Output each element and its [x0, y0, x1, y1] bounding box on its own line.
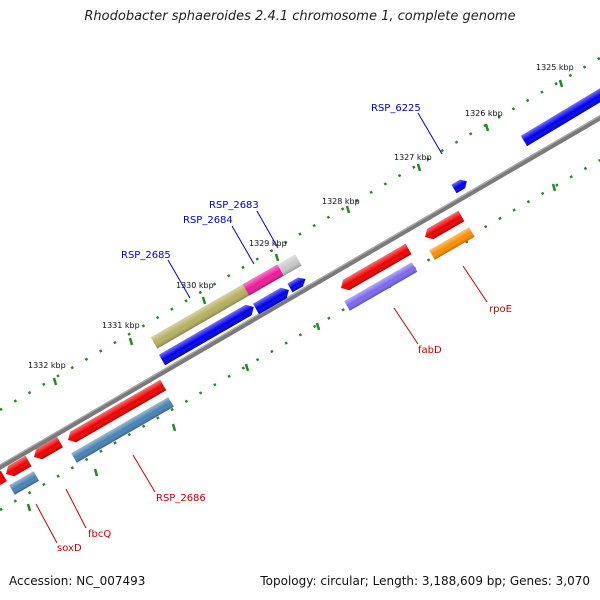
tick-1331	[128, 337, 134, 346]
gene-reverse-red-6[interactable]	[0, 470, 7, 489]
gene-reverse-red-4[interactable]	[31, 436, 63, 462]
tick-1325	[558, 79, 564, 88]
gene-fbcq[interactable]	[9, 471, 39, 495]
tick-label-1329: 1329 kbp	[249, 239, 287, 248]
tick-1327	[416, 163, 422, 172]
gene-fabd[interactable]	[344, 262, 418, 311]
label-soxd: soxD	[57, 543, 82, 554]
gene-rsp-2684[interactable]	[242, 264, 284, 296]
gene-forward-blue-3[interactable]	[287, 275, 309, 293]
tick-label-1330: 1330 kbp	[176, 281, 214, 290]
gene-labels: RSP_6225 RSP_2683 RSP_2684 RSP_2685 rpoE…	[57, 103, 512, 554]
gene-forward-blue-1[interactable]	[159, 302, 257, 366]
map-title: Rhodobacter sphaeroides 2.4.1 chromosome…	[84, 9, 516, 24]
tick-1330	[201, 296, 207, 305]
label-fbcq: fbcQ	[88, 529, 111, 540]
outer-ticks	[52, 79, 564, 386]
label-rsp-2686: RSP_2686	[156, 493, 206, 504]
tick-label-1327: 1327 kbp	[394, 153, 432, 162]
label-rsp-6225: RSP_6225	[371, 103, 421, 114]
gene-reverse-red-1[interactable]	[338, 243, 412, 293]
tick-labels: 1325 kbp 1326 kbp 1327 kbp 1328 kbp 1329…	[28, 63, 574, 370]
gene-rsp-6225-region[interactable]	[520, 84, 600, 147]
inner-ticks	[26, 183, 557, 512]
outer-ruler-ring	[0, 56, 600, 412]
gene-reverse-red-3[interactable]	[65, 379, 167, 445]
label-fabd: fabD	[418, 345, 442, 356]
tick-1328	[345, 205, 351, 214]
label-rsp-2683: RSP_2683	[209, 200, 259, 211]
gene-rsp-6225[interactable]	[451, 177, 469, 194]
gene-rsp-2686[interactable]	[71, 397, 174, 463]
accession-text: Accession: NC_007493	[9, 574, 146, 588]
tick-1329	[274, 253, 280, 262]
label-rsp-2685: RSP_2685	[121, 250, 171, 261]
genome-backbone	[0, 115, 600, 470]
label-rsp-2684: RSP_2684	[183, 215, 233, 226]
label-rpoe: rpoE	[489, 304, 512, 315]
tick-1326	[484, 123, 490, 132]
tick-label-1332: 1332 kbp	[28, 361, 66, 370]
gene-rpoe[interactable]	[429, 227, 475, 260]
gene-forward-blue-2[interactable]	[253, 285, 292, 315]
gene-rsp-2685[interactable]	[150, 282, 253, 349]
topology-text: Topology: circular; Length: 3,188,609 bp…	[260, 574, 590, 588]
reverse-genes[interactable]	[0, 210, 475, 495]
gene-reverse-red-2[interactable]	[422, 210, 465, 242]
gene-reverse-red-5[interactable]	[3, 455, 32, 479]
tick-label-1331: 1331 kbp	[102, 321, 140, 330]
tick-label-1325: 1325 kbp	[536, 63, 574, 72]
inner-ruler-ring	[0, 158, 600, 512]
gene-rsp-2683[interactable]	[277, 254, 302, 276]
tick-1332	[52, 377, 58, 386]
tick-label-1328: 1328 kbp	[322, 197, 360, 206]
tick-label-1326: 1326 kbp	[465, 109, 503, 118]
label-leaders	[35, 112, 488, 544]
forward-genes[interactable]	[150, 84, 600, 366]
